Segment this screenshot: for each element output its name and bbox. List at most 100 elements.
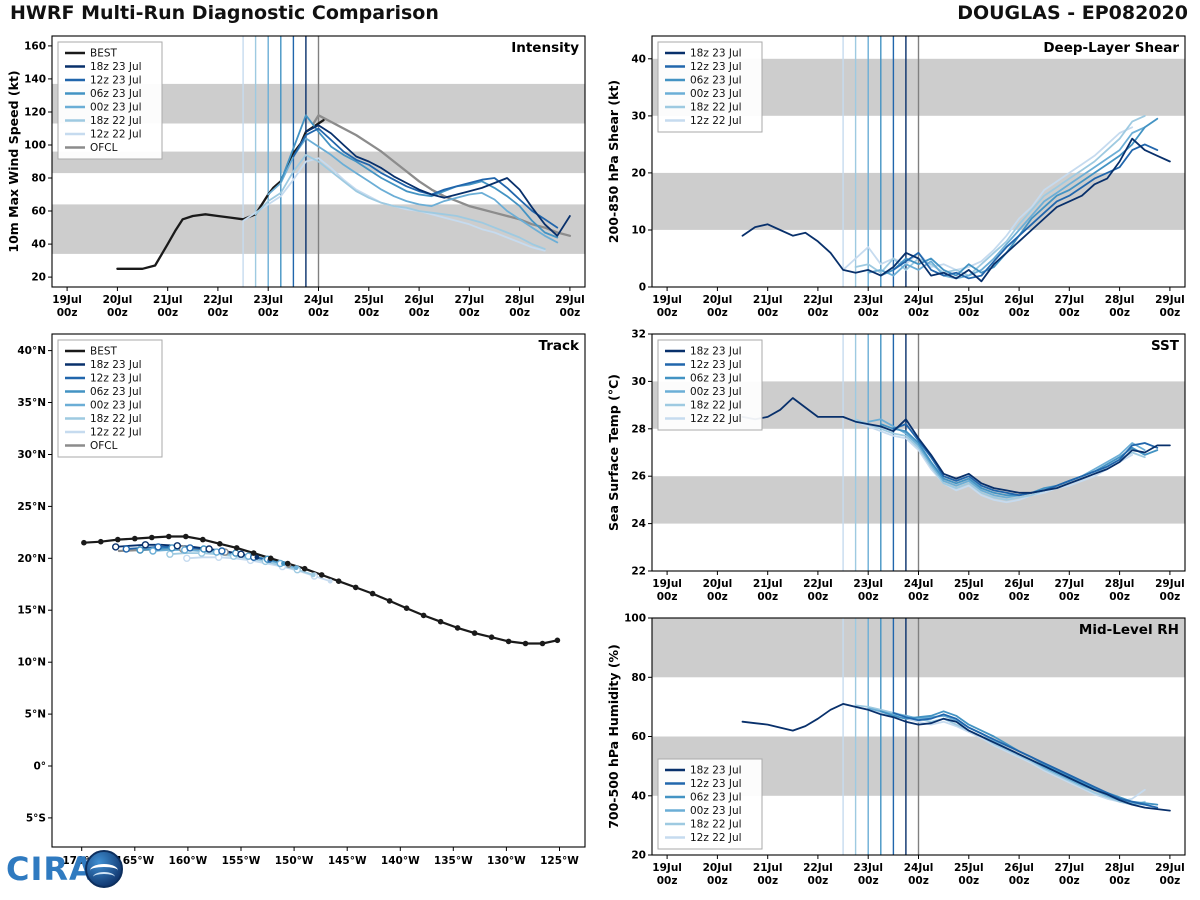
- svg-text:60: 60: [631, 731, 646, 743]
- svg-text:00z: 00z: [1059, 875, 1080, 887]
- svg-text:18z 22 Jul: 18z 22 Jul: [690, 819, 742, 831]
- svg-text:18z 23 Jul: 18z 23 Jul: [690, 765, 742, 777]
- svg-text:140°W: 140°W: [381, 855, 420, 867]
- svg-text:Sea Surface Temp (°C): Sea Surface Temp (°C): [606, 374, 621, 531]
- svg-text:18z 22 Jul: 18z 22 Jul: [690, 102, 742, 114]
- svg-text:OFCL: OFCL: [90, 440, 118, 452]
- svg-text:19Jul: 19Jul: [652, 578, 682, 590]
- svg-text:28: 28: [631, 423, 646, 435]
- svg-text:06z 23 Jul: 06z 23 Jul: [690, 75, 742, 87]
- svg-text:00z: 00z: [1160, 591, 1181, 603]
- svg-text:00z 23 Jul: 00z 23 Jul: [690, 805, 742, 817]
- svg-text:00z: 00z: [1109, 875, 1130, 887]
- svg-text:24: 24: [631, 518, 646, 530]
- svg-text:20Jul: 20Jul: [703, 578, 733, 590]
- svg-text:12z 22 Jul: 12z 22 Jul: [690, 115, 742, 127]
- svg-text:00z: 00z: [1009, 875, 1030, 887]
- svg-text:24Jul: 24Jul: [904, 294, 934, 306]
- svg-text:00z: 00z: [1059, 591, 1080, 603]
- svg-text:00z 23 Jul: 00z 23 Jul: [90, 102, 142, 114]
- svg-text:28Jul: 28Jul: [1105, 294, 1135, 306]
- svg-text:00z: 00z: [657, 307, 678, 319]
- svg-text:30°N: 30°N: [17, 449, 46, 461]
- svg-text:18z 23 Jul: 18z 23 Jul: [690, 48, 742, 60]
- svg-text:00z: 00z: [757, 875, 778, 887]
- svg-text:40: 40: [631, 790, 646, 802]
- cira-logo: CIRA: [6, 850, 123, 888]
- svg-text:40: 40: [631, 53, 646, 65]
- svg-text:125°W: 125°W: [540, 855, 579, 867]
- svg-text:00z: 00z: [908, 307, 929, 319]
- svg-text:00z: 00z: [808, 875, 829, 887]
- svg-text:40: 40: [31, 239, 46, 251]
- svg-text:18z 22 Jul: 18z 22 Jul: [690, 400, 742, 412]
- svg-text:40°N: 40°N: [17, 345, 46, 357]
- svg-text:18z 23 Jul: 18z 23 Jul: [690, 346, 742, 358]
- svg-text:00z: 00z: [958, 875, 979, 887]
- svg-text:22Jul: 22Jul: [803, 294, 833, 306]
- svg-text:120: 120: [24, 107, 46, 119]
- svg-text:28Jul: 28Jul: [505, 294, 535, 306]
- svg-text:OFCL: OFCL: [90, 142, 118, 154]
- svg-text:BEST: BEST: [90, 346, 118, 358]
- svg-text:00z: 00z: [208, 307, 229, 319]
- svg-text:160°W: 160°W: [169, 855, 208, 867]
- svg-text:00z 23 Jul: 00z 23 Jul: [690, 386, 742, 398]
- svg-text:00z: 00z: [657, 875, 678, 887]
- svg-text:Intensity: Intensity: [511, 40, 579, 56]
- svg-text:20Jul: 20Jul: [103, 294, 133, 306]
- svg-text:10m Max Wind Speed (kt): 10m Max Wind Speed (kt): [6, 70, 21, 252]
- svg-text:26Jul: 26Jul: [404, 294, 434, 306]
- svg-text:22Jul: 22Jul: [803, 862, 833, 874]
- svg-text:10: 10: [631, 225, 646, 237]
- svg-text:00z 23 Jul: 00z 23 Jul: [90, 400, 142, 412]
- svg-text:00z: 00z: [1109, 307, 1130, 319]
- svg-text:23Jul: 23Jul: [853, 578, 883, 590]
- svg-text:00z: 00z: [57, 307, 78, 319]
- svg-text:30: 30: [631, 110, 646, 122]
- svg-text:06z 23 Jul: 06z 23 Jul: [690, 373, 742, 385]
- svg-text:00z: 00z: [409, 307, 430, 319]
- svg-text:150°W: 150°W: [275, 855, 314, 867]
- svg-text:140: 140: [24, 73, 46, 85]
- svg-text:60: 60: [31, 206, 46, 218]
- svg-text:00z: 00z: [707, 875, 728, 887]
- svg-text:19Jul: 19Jul: [652, 862, 682, 874]
- svg-text:25Jul: 25Jul: [954, 578, 984, 590]
- svg-text:18z 22 Jul: 18z 22 Jul: [90, 115, 142, 127]
- svg-text:100: 100: [624, 613, 646, 625]
- svg-text:26Jul: 26Jul: [1004, 578, 1034, 590]
- svg-text:23Jul: 23Jul: [853, 294, 883, 306]
- svg-text:12z 23 Jul: 12z 23 Jul: [690, 778, 742, 790]
- svg-text:12z 22 Jul: 12z 22 Jul: [690, 832, 742, 844]
- svg-text:21Jul: 21Jul: [753, 294, 783, 306]
- svg-text:27Jul: 27Jul: [1055, 862, 1085, 874]
- svg-text:00z: 00z: [1009, 307, 1030, 319]
- svg-text:00z: 00z: [1059, 307, 1080, 319]
- svg-text:00z: 00z: [1009, 591, 1030, 603]
- svg-text:23Jul: 23Jul: [853, 862, 883, 874]
- svg-text:20: 20: [31, 272, 46, 284]
- svg-text:160: 160: [24, 40, 46, 52]
- svg-text:32: 32: [631, 329, 646, 341]
- svg-text:0: 0: [639, 282, 646, 294]
- svg-text:00z: 00z: [757, 591, 778, 603]
- svg-text:30: 30: [631, 376, 646, 388]
- svg-text:21Jul: 21Jul: [753, 862, 783, 874]
- svg-text:80: 80: [631, 672, 646, 684]
- svg-text:00z: 00z: [707, 591, 728, 603]
- svg-text:29Jul: 29Jul: [1155, 294, 1185, 306]
- svg-text:24Jul: 24Jul: [904, 862, 934, 874]
- svg-text:28Jul: 28Jul: [1105, 578, 1135, 590]
- svg-text:00z: 00z: [707, 307, 728, 319]
- svg-text:18z 23 Jul: 18z 23 Jul: [90, 359, 142, 371]
- svg-text:0°: 0°: [33, 761, 46, 773]
- svg-text:00z: 00z: [509, 307, 530, 319]
- svg-text:BEST: BEST: [90, 48, 118, 60]
- svg-text:00z: 00z: [1160, 875, 1181, 887]
- svg-text:25Jul: 25Jul: [354, 294, 384, 306]
- svg-text:00z: 00z: [858, 307, 879, 319]
- svg-text:155°W: 155°W: [222, 855, 261, 867]
- svg-text:00z: 00z: [358, 307, 379, 319]
- svg-text:21Jul: 21Jul: [153, 294, 183, 306]
